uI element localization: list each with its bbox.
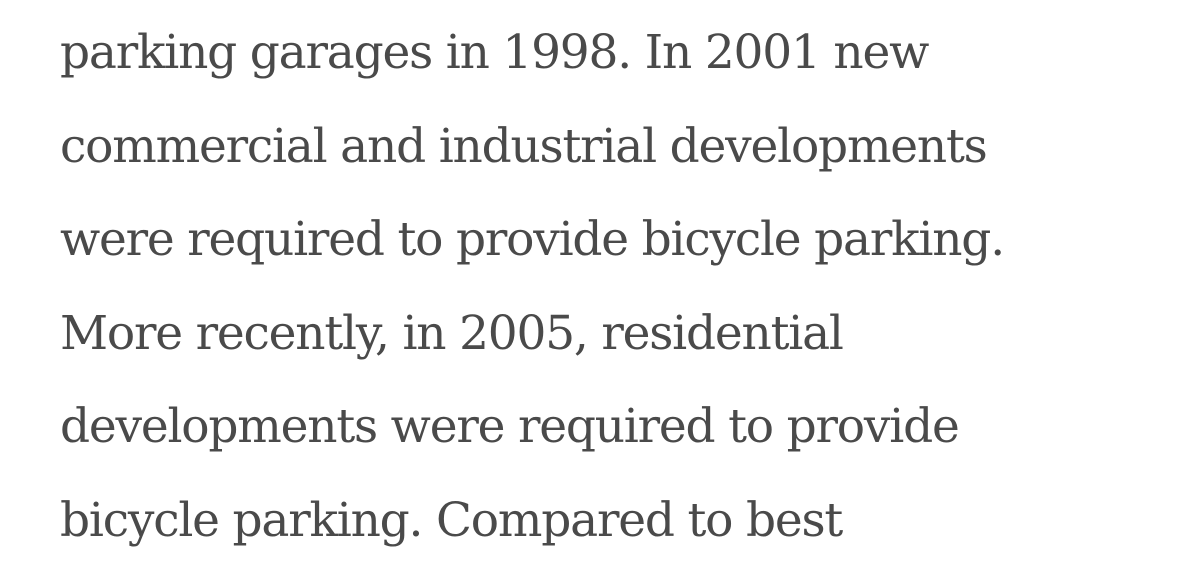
article-paragraph: parking garages in 1998. In 2001 new com… <box>60 0 1170 567</box>
paragraph-line-5: developments were required to provide <box>60 380 1170 474</box>
paragraph-line-3: were required to provide bicycle parking… <box>60 193 1170 287</box>
paragraph-line-1: parking garages in 1998. In 2001 new <box>60 6 1170 100</box>
paragraph-line-6: bicycle parking. Compared to best <box>60 474 1170 567</box>
paragraph-line-2: commercial and industrial developments <box>60 100 1170 194</box>
paragraph-line-4: More recently, in 2005, residential <box>60 287 1170 381</box>
